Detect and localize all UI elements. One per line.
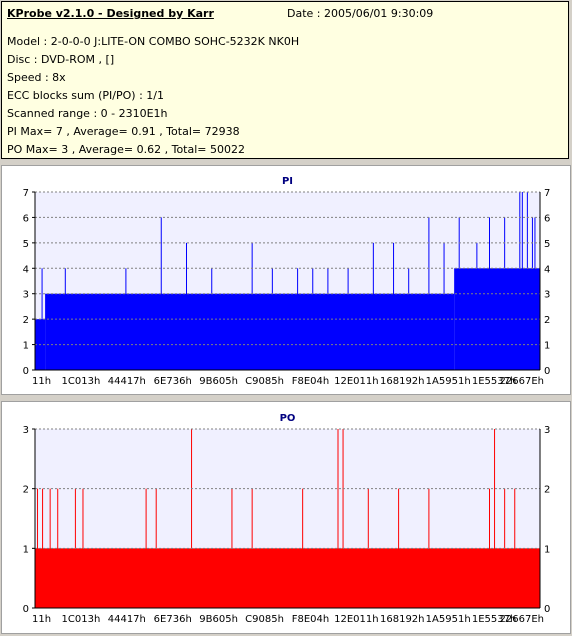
y-tick-label-right: 2 <box>544 485 550 496</box>
y-tick-label-left: 2 <box>23 315 29 326</box>
disc-type: Disc : DVD-ROM , [] <box>7 53 115 66</box>
y-tick-label-right: 4 <box>544 264 550 275</box>
x-tick-label: 1C013h <box>62 614 101 625</box>
y-tick-label-left: 2 <box>23 485 29 496</box>
x-tick-label: 6E736h <box>154 376 192 387</box>
x-tick-label: 6E736h <box>154 614 192 625</box>
y-tick-label-left: 3 <box>23 290 29 301</box>
y-tick-label-right: 2 <box>544 315 550 326</box>
y-tick-label-left: 1 <box>23 544 29 555</box>
x-tick-label: 11h <box>32 376 51 387</box>
y-tick-label-right: 7 <box>544 188 550 199</box>
y-tick-label-right: 1 <box>544 544 550 555</box>
x-tick-label: C9085h <box>245 614 284 625</box>
info-panel: KProbe v2.1.0 - Designed by Karr Date : … <box>1 1 569 159</box>
app-title: KProbe v2.1.0 - Designed by Karr <box>7 7 214 20</box>
y-tick-label-left: 3 <box>23 425 29 436</box>
x-tick-label: 44417h <box>108 614 146 625</box>
x-tick-label: 1E5537h <box>472 376 516 387</box>
drive-model: Model : 2-0-0-0 J:LITE-ON COMBO SOHC-523… <box>7 35 300 48</box>
x-tick-label: F8E04h <box>292 614 330 625</box>
y-tick-label-right: 0 <box>544 366 550 377</box>
y-tick-label-right: 6 <box>544 213 550 224</box>
x-tick-label: 168192h <box>380 614 425 625</box>
x-tick-label: 11h <box>32 614 51 625</box>
x-tick-label: C9085h <box>245 376 284 387</box>
y-tick-label-right: 3 <box>544 290 550 301</box>
x-tick-label: 12E011h <box>334 614 378 625</box>
pi-chart: PI 0 0 1 1 2 2 3 3 4 4 5 5 6 6 7 7 11h 1C013h 44417h 6E736h 9… <box>23 176 551 387</box>
y-tick-label-left: 1 <box>23 341 29 352</box>
x-tick-label: 1E5537h <box>472 614 516 625</box>
scan-date: Date : 2005/06/01 9:30:09 <box>287 7 434 20</box>
y-tick-label-right: 0 <box>544 604 550 615</box>
y-tick-label-left: 4 <box>23 264 29 275</box>
y-tick-label-left: 0 <box>23 366 29 377</box>
po-chart: PO 0 0 1 1 2 2 3 3 11h 1C013h 44417h 6E736h 9B605h C90… <box>23 413 551 625</box>
pi-summary: PI Max= 7 , Average= 0.91 , Total= 72938 <box>7 125 240 138</box>
chart-title: PO <box>280 413 296 424</box>
baseline-bar <box>35 548 540 608</box>
po-summary: PO Max= 3 , Average= 0.62 , Total= 50022 <box>7 143 245 156</box>
x-tick-label: 9B605h <box>199 376 238 387</box>
y-tick-label-left: 5 <box>23 239 29 250</box>
x-tick-label: 1A5951h <box>426 614 471 625</box>
x-tick-label: 1C013h <box>62 376 101 387</box>
baseline-bar <box>45 293 338 370</box>
x-tick-label: 9B605h <box>199 614 238 625</box>
baseline-bar <box>338 293 455 370</box>
x-tick-label: F8E04h <box>292 376 330 387</box>
scan-speed: Speed : 8x <box>7 71 66 84</box>
y-tick-label-right: 5 <box>544 239 550 250</box>
y-tick-label-left: 0 <box>23 604 29 615</box>
x-tick-label: 22667Eh <box>500 614 544 625</box>
y-tick-label-left: 6 <box>23 213 29 224</box>
scanned-range: Scanned range : 0 - 2310E1h <box>7 107 168 120</box>
y-tick-label-right: 1 <box>544 341 550 352</box>
x-tick-label: 1A5951h <box>426 376 471 387</box>
y-tick-label-right: 3 <box>544 425 550 436</box>
chart-title: PI <box>282 176 293 187</box>
ecc-blocks: ECC blocks sum (PI/PO) : 1/1 <box>7 89 164 102</box>
x-tick-label: 22667Eh <box>500 376 544 387</box>
x-tick-label: 168192h <box>380 376 425 387</box>
pi-chart-panel: PI 0 0 1 1 2 2 3 3 4 4 5 5 6 6 7 7 11h 1C013h 44417h 6E736h 9… <box>1 165 571 395</box>
x-tick-label: 12E011h <box>334 376 378 387</box>
x-tick-label: 44417h <box>108 376 146 387</box>
po-chart-panel: PO 0 0 1 1 2 2 3 3 11h 1C013h 44417h 6E736h 9B605h C90… <box>1 401 571 634</box>
y-tick-label-left: 7 <box>23 188 29 199</box>
